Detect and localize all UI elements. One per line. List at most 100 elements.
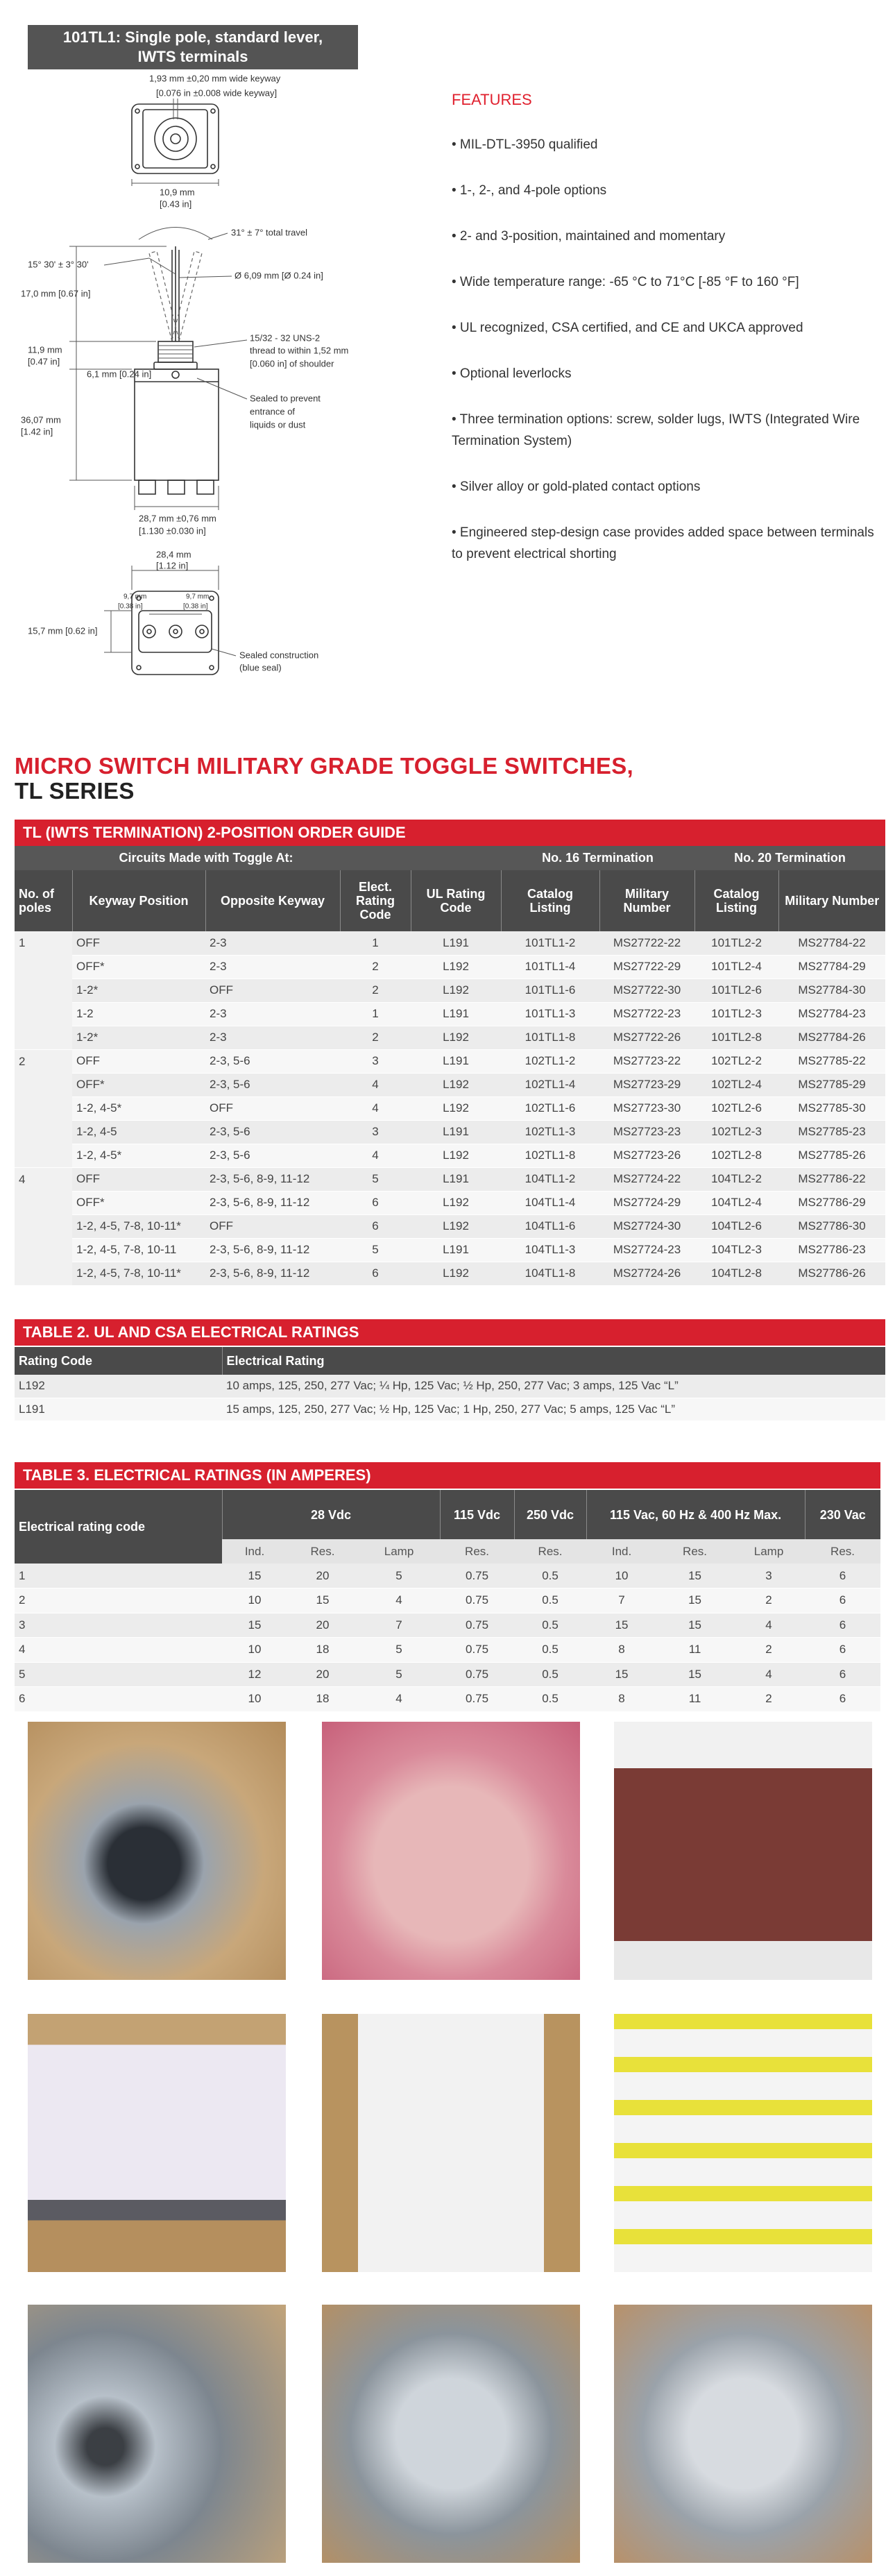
feature-item: • 1-, 2-, and 4-pole options (452, 183, 607, 198)
subheader-cell: Res. (805, 1539, 881, 1564)
table-cell: 4 (340, 1073, 411, 1097)
table-cell: 0.75 (440, 1637, 515, 1663)
photo (614, 2305, 872, 2563)
table-cell: OFF* (72, 955, 205, 979)
table-cell: L192 (411, 1026, 501, 1050)
table-cell: 2 (733, 1686, 806, 1712)
table-cell: 15 (222, 1613, 287, 1638)
table-cell: 3 (733, 1564, 806, 1588)
table-cell: 0.5 (514, 1588, 587, 1613)
table-cell: 15 amps, 125, 250, 277 Vac; ½ Hp, 125 Va… (222, 1398, 885, 1421)
table-cell: 15 (657, 1588, 733, 1613)
table-row: L191 15 amps, 125, 250, 277 Vac; ½ Hp, 12… (15, 1398, 885, 1421)
table-cell: 20 (287, 1613, 358, 1638)
table-cell: 0.5 (514, 1686, 587, 1712)
photo (614, 1722, 872, 1980)
table-cell: 2-3 (205, 955, 340, 979)
table-cell: 6 (15, 1686, 222, 1712)
table-row: 4 10 18 5 0.75 0.5 8 11 2 6 (15, 1637, 881, 1663)
group-header: No. 16 Termination (501, 846, 695, 870)
table-cell: 6 (805, 1564, 881, 1588)
table-cell: 3 (340, 1120, 411, 1144)
table-cell: OFF (72, 931, 205, 956)
table-cell: 0.5 (514, 1613, 587, 1638)
drawing-label: [1.42 in] (21, 426, 53, 437)
drawing-label: 28,7 mm ±0,76 mm (139, 513, 216, 523)
table-cell: 1-2, 4-5 (72, 1120, 205, 1144)
column-header: No. of poles (15, 870, 72, 931)
table-cell: MS27724-22 (599, 1167, 695, 1192)
table-cell: 5 (340, 1238, 411, 1262)
feature-item: • Optional leverlocks (452, 366, 572, 381)
table-cell: MS27784-26 (778, 1026, 886, 1050)
table-cell: MS27723-29 (599, 1073, 695, 1097)
table-cell: 3 (15, 1613, 222, 1638)
table-cell: MS27785-23 (778, 1120, 886, 1144)
table-cell: 2-3, 5-6, 8-9, 11-12 (205, 1262, 340, 1286)
photo (28, 2014, 286, 2272)
table-cell: 7 (358, 1613, 441, 1638)
table-cell: MS27722-26 (599, 1026, 695, 1050)
table-cell: 104TL1-6 (501, 1214, 599, 1239)
table-cell: 20 (287, 1662, 358, 1687)
feature-item: • UL recognized, CSA certified, and CE a… (452, 321, 803, 335)
drawing-label: 9,7 mm (123, 593, 146, 601)
table-cell: 18 (287, 1686, 358, 1712)
table-cell: 104TL2-2 (694, 1167, 779, 1192)
table-cell: 1-2* (72, 1026, 205, 1050)
table-cell: 2 (733, 1588, 806, 1613)
dimension-drawing: 1,93 mm ±0,20 mm wide keyway [0.076 in ±0… (21, 73, 348, 675)
table-cell: L192 (411, 1214, 501, 1239)
drawing-label: 31° ± 7° total travel (231, 227, 307, 237)
drawing-label: [1.12 in] (156, 560, 188, 570)
table-cell: MS27724-29 (599, 1191, 695, 1215)
table-cell: MS27723-30 (599, 1096, 695, 1121)
table-cell: OFF (205, 1096, 340, 1121)
table-cell: 0.75 (440, 1686, 515, 1712)
table-cell: MS27724-30 (599, 1214, 695, 1239)
table-row: 5 12 20 5 0.75 0.5 15 15 4 6 (15, 1662, 881, 1687)
drawing-label: [0.47 in] (28, 356, 60, 366)
table-cell: 0.5 (514, 1564, 587, 1588)
table-cell: 104TL1-4 (501, 1191, 599, 1215)
table-cell: MS27784-22 (778, 931, 886, 956)
table-cell: 6 (805, 1662, 881, 1687)
table-cell: 15 (586, 1613, 658, 1638)
drawing-label: liquids or dust (250, 419, 306, 430)
table-cell: 8 (586, 1686, 658, 1712)
table-cell: MS27785-26 (778, 1144, 886, 1168)
table-cell: 6 (805, 1588, 881, 1613)
table-cell: 4 (358, 1588, 441, 1613)
table-cell: 15 (586, 1662, 658, 1687)
table-cell: 10 (222, 1637, 287, 1663)
table-cell: 10 (222, 1686, 287, 1712)
top-view (131, 99, 219, 186)
table-cell: L192 (411, 955, 501, 979)
column-header: Opposite Keyway (205, 870, 340, 931)
table-cell: 102TL1-6 (501, 1096, 599, 1121)
table-cell: 10 amps, 125, 250, 277 Vac; ¼ Hp, 125 Va… (222, 1375, 885, 1398)
table-cell: 1-2, 4-5, 7-8, 10-11 (72, 1238, 205, 1262)
drawing-label: 15/32 - 32 UNS-2 (250, 332, 320, 343)
table-cell: L192 (411, 1096, 501, 1121)
table-cell: 11 (657, 1686, 733, 1712)
table-cell: 2-3, 5-6 (205, 1120, 340, 1144)
table-row: 2 10 15 4 0.75 0.5 7 15 2 6 (15, 1588, 881, 1613)
column-header: Elect. Rating Code (339, 870, 411, 931)
table-cell: 101TL2-6 (694, 978, 779, 1003)
table-cell: L191 (411, 1120, 501, 1144)
drawing-label: [0.060 in] of shoulder (250, 358, 334, 368)
header-cell (15, 846, 72, 870)
table-cell: 6 (340, 1214, 411, 1239)
table-cell: 1 (15, 1564, 222, 1588)
table-cell: 4 (358, 1686, 441, 1712)
column-header: 115 Vac, 60 Hz & 400 Hz Max. (586, 1490, 806, 1539)
drawing-label: 15,7 mm [0.62 in] (28, 625, 97, 636)
drawing-label: Sealed construction (239, 650, 318, 660)
table-cell: MS27785-29 (778, 1073, 886, 1097)
feature-item: • MIL-DTL-3950 qualified (452, 137, 598, 152)
table-cell: 0.5 (514, 1662, 587, 1687)
table-row: 1-2, 4-5* OFF 4 L192 102TL1-6 MS27723-30 102TL… (15, 1096, 886, 1121)
column-header: Rating Code (15, 1347, 222, 1375)
